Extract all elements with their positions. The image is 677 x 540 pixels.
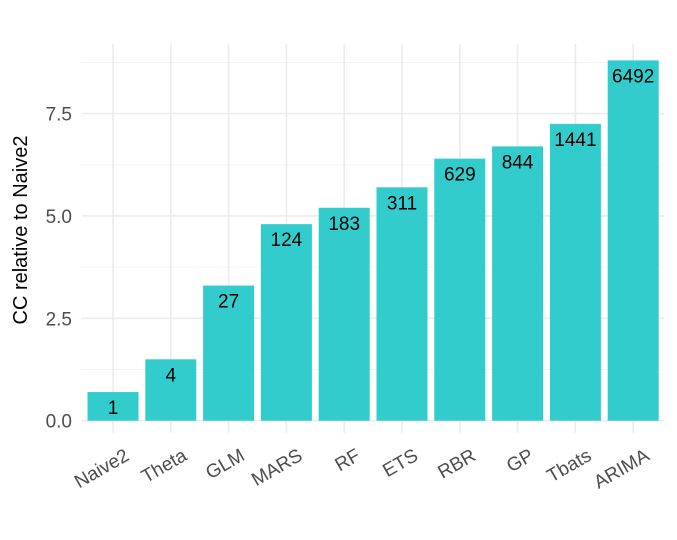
x-tick-label: Tbats <box>544 445 596 487</box>
x-tick-label: MARS <box>248 445 306 491</box>
data-label: 183 <box>328 214 360 235</box>
bar-arima <box>607 60 659 421</box>
data-label: 311 <box>387 193 417 214</box>
x-tick-label: Theta <box>138 445 191 488</box>
x-tick-label: GP <box>503 445 537 477</box>
bar-mars <box>260 224 312 421</box>
x-tick-label: ETS <box>379 445 422 482</box>
bar-naive2 <box>87 392 139 421</box>
y-axis-title: CC relative to Naive2 <box>10 136 32 325</box>
data-label: 6492 <box>612 66 654 87</box>
y-tick-label: 7.5 <box>46 105 72 126</box>
data-label: 27 <box>218 292 239 313</box>
bar-gp <box>492 146 544 421</box>
data-label: 4 <box>166 365 177 386</box>
data-labels: 1 4 27 124 183 311 629 844 1441 6492 <box>108 66 655 419</box>
bar-tbats <box>549 123 601 421</box>
bar-ets <box>376 187 428 421</box>
bars <box>87 60 659 421</box>
x-tick-label: ARIMA <box>590 445 653 493</box>
x-tick-label: GLM <box>202 445 248 484</box>
y-tick-label: 5.0 <box>46 207 72 228</box>
bar-glm <box>203 285 255 421</box>
bar-rbr <box>434 158 486 421</box>
x-tick-label: RF <box>332 445 364 476</box>
bar-theta <box>145 359 197 421</box>
y-tick-label: 0.0 <box>46 412 72 433</box>
data-label: 844 <box>502 152 534 173</box>
data-label: 124 <box>271 230 303 251</box>
data-label: 1 <box>108 398 119 419</box>
data-label: 1441 <box>554 130 596 151</box>
bar-rf <box>318 207 370 421</box>
x-tick-label: RBR <box>434 445 479 483</box>
y-tick-label: 2.5 <box>46 309 72 330</box>
y-axis-ticks: 0.0 2.5 5.0 7.5 <box>46 105 72 433</box>
x-tick-label: Naive2 <box>71 445 133 493</box>
data-label: 629 <box>444 165 476 186</box>
